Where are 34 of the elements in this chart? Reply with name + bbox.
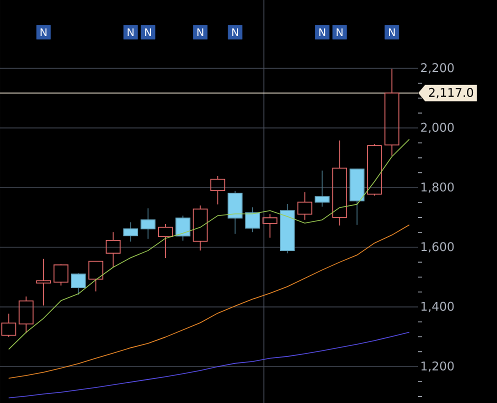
ref-line-label: 2,117.0	[428, 88, 474, 98]
data-label: N	[145, 28, 151, 36]
candlestick	[192, 205, 208, 252]
candlestick	[332, 140, 348, 226]
candlestick	[106, 232, 121, 268]
data-label: N	[232, 28, 238, 36]
candlestick	[18, 296, 34, 334]
candlestick	[297, 192, 312, 220]
data-label: N	[319, 28, 326, 36]
line-series	[8, 138, 410, 350]
data-label: N	[40, 28, 46, 36]
candlestick	[70, 272, 86, 296]
candlestick	[245, 206, 260, 233]
y-tick-label: 2,200	[421, 63, 454, 74]
candlestick	[88, 260, 104, 292]
y-tick-label: 2,000	[421, 122, 454, 134]
candlestick	[140, 208, 156, 240]
candlestick	[36, 258, 51, 306]
candlestick	[262, 214, 278, 238]
candlestick	[158, 224, 173, 258]
candlestick	[1, 313, 16, 338]
data-label: N	[128, 28, 134, 36]
y-tick-label: 1,200	[422, 361, 454, 372]
y-tick-label: 1,800	[422, 182, 454, 193]
candlestick	[314, 170, 330, 208]
y-tick-label: 1,600	[422, 242, 454, 252]
data-label: N	[197, 28, 204, 36]
candlestick	[384, 68, 400, 156]
data-label: N	[336, 28, 343, 36]
candlestick	[123, 222, 138, 242]
y-tick-label: 1,400	[422, 302, 454, 312]
candlestick	[210, 176, 226, 205]
data-label: N	[388, 28, 395, 36]
candlestick	[175, 215, 190, 242]
